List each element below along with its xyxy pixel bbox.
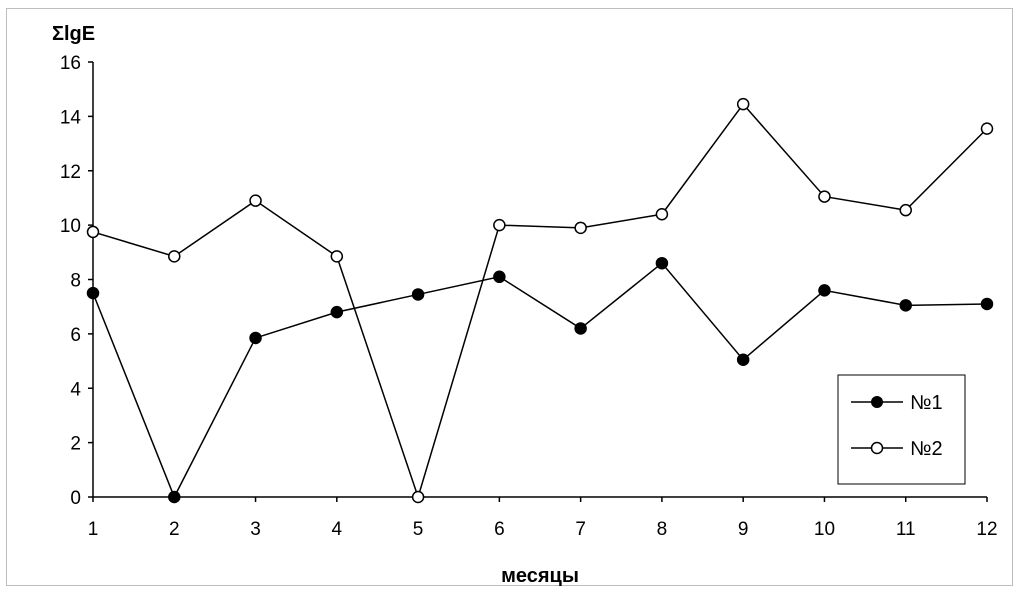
y-tick-label: 4 — [70, 379, 81, 400]
series-1-point — [249, 331, 262, 345]
x-tick-label: 1 — [88, 519, 99, 540]
series-2-point — [249, 194, 262, 207]
series-2-point — [411, 490, 425, 504]
series-layer — [86, 97, 994, 504]
x-tick-label: 7 — [575, 519, 586, 540]
x-tick-label: 2 — [169, 519, 180, 540]
x-tick-label: 11 — [896, 519, 916, 540]
series-2-point — [655, 208, 669, 221]
legend-marker-series-2 — [870, 441, 884, 455]
legend-box — [837, 374, 966, 485]
series-1-point — [86, 286, 100, 300]
series-1-point — [330, 305, 344, 319]
series-1-point — [899, 299, 912, 312]
series-2-point — [86, 225, 100, 239]
series-1-point — [655, 256, 669, 270]
series-line-2 — [92, 102, 988, 500]
y-tick-label: 16 — [60, 53, 81, 74]
x-tick-label: 6 — [494, 519, 505, 540]
legend-label-series-1: №1 — [910, 392, 943, 414]
series-1-point — [818, 284, 831, 297]
y-tick-label: 14 — [60, 107, 82, 128]
x-tick-label: 5 — [413, 519, 424, 540]
x-tick-label: 9 — [738, 519, 749, 540]
series-2-point — [736, 97, 750, 111]
x-tick-label: 4 — [332, 519, 343, 540]
y-tick-label: 8 — [70, 271, 81, 292]
series-2-point — [168, 250, 181, 263]
series-2-point — [330, 250, 344, 263]
series-1-point — [736, 353, 750, 366]
y-axis-label: ΣlgE — [52, 23, 95, 45]
series-1-point — [574, 322, 587, 335]
series-1-point — [980, 297, 994, 311]
y-tick-label: 6 — [70, 325, 81, 346]
x-tick-label: 3 — [250, 519, 261, 540]
x-axis-label: месяцы — [501, 565, 579, 587]
series-2-point — [980, 122, 994, 135]
y-tick-label: 10 — [60, 216, 81, 237]
x-tick-label: 12 — [976, 519, 997, 540]
x-tick-label: 10 — [814, 519, 835, 540]
legend-label-series-2: №2 — [910, 438, 943, 460]
y-tick-label: 12 — [60, 162, 81, 183]
y-tick-label: 2 — [70, 434, 81, 455]
x-tick-label: 8 — [657, 519, 668, 540]
series-1-point — [168, 490, 181, 504]
series-line-1 — [92, 262, 988, 499]
series-2-point — [899, 203, 912, 217]
legend: №1 №2 — [837, 374, 966, 485]
series-1-point — [411, 288, 425, 301]
y-tick-label: 0 — [70, 488, 81, 509]
series-2-point — [493, 218, 506, 232]
series-1-point — [493, 270, 506, 284]
series-2-point — [818, 190, 831, 203]
legend-marker-series-1 — [871, 396, 883, 408]
series-2-point — [574, 221, 587, 235]
chart-frame — [6, 8, 1013, 586]
